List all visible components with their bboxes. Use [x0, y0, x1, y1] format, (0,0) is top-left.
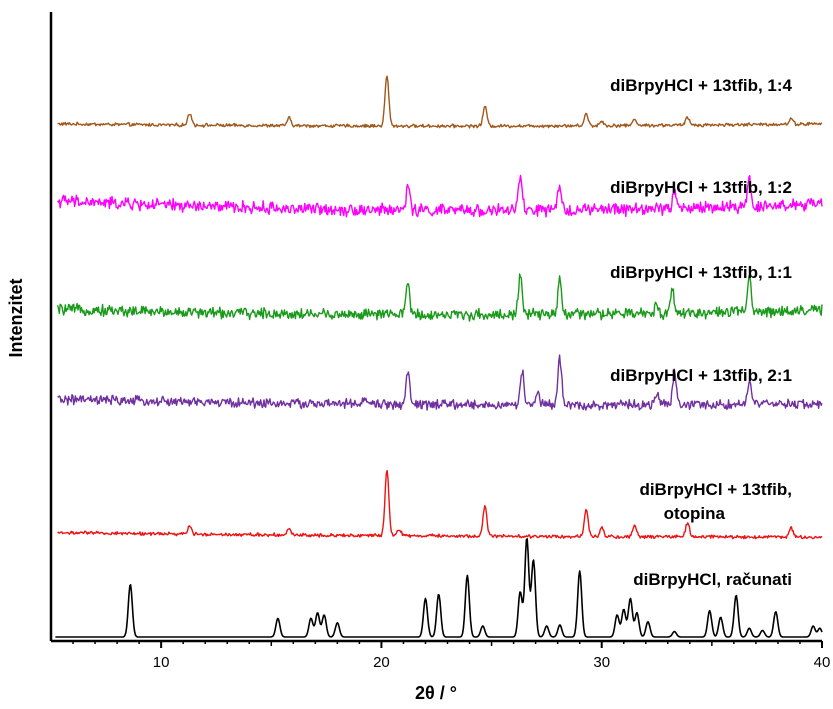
- series-label: diBrpyHCl + 13tfib, 1:4: [610, 76, 792, 95]
- series-line: [57, 469, 823, 540]
- x-tick-label: 40: [814, 654, 831, 671]
- series-label: otopina: [664, 504, 726, 523]
- x-tick-label: 30: [593, 654, 610, 671]
- series-label: diBrpyHCl + 13tfib, 2:1: [610, 366, 792, 385]
- series-traces: [55, 75, 823, 638]
- series-line: [57, 75, 823, 129]
- x-axis-title: 2θ / °: [415, 683, 457, 703]
- x-tick-label: 10: [153, 654, 170, 671]
- series-line: [57, 174, 823, 218]
- x-ticks: 10 20 30 40: [72, 641, 831, 671]
- axes: [49, 12, 822, 643]
- x-tick-label: 20: [373, 654, 390, 671]
- series-label: diBrpyHCl + 13tfib, 1:2: [610, 178, 792, 197]
- series-line: [57, 354, 823, 411]
- series-label: diBrpyHCl, računati: [633, 570, 792, 589]
- y-axis-title: Intenzitet: [6, 278, 26, 357]
- series-label: diBrpyHCl + 13tfib,: [639, 480, 792, 499]
- series-line: [56, 273, 823, 322]
- series-labels: diBrpyHCl + 13tfib, 1:4 diBrpyHCl + 13tfi…: [610, 76, 792, 589]
- series-label: diBrpyHCl + 13tfib, 1:1: [610, 263, 792, 282]
- series-line: [55, 537, 823, 638]
